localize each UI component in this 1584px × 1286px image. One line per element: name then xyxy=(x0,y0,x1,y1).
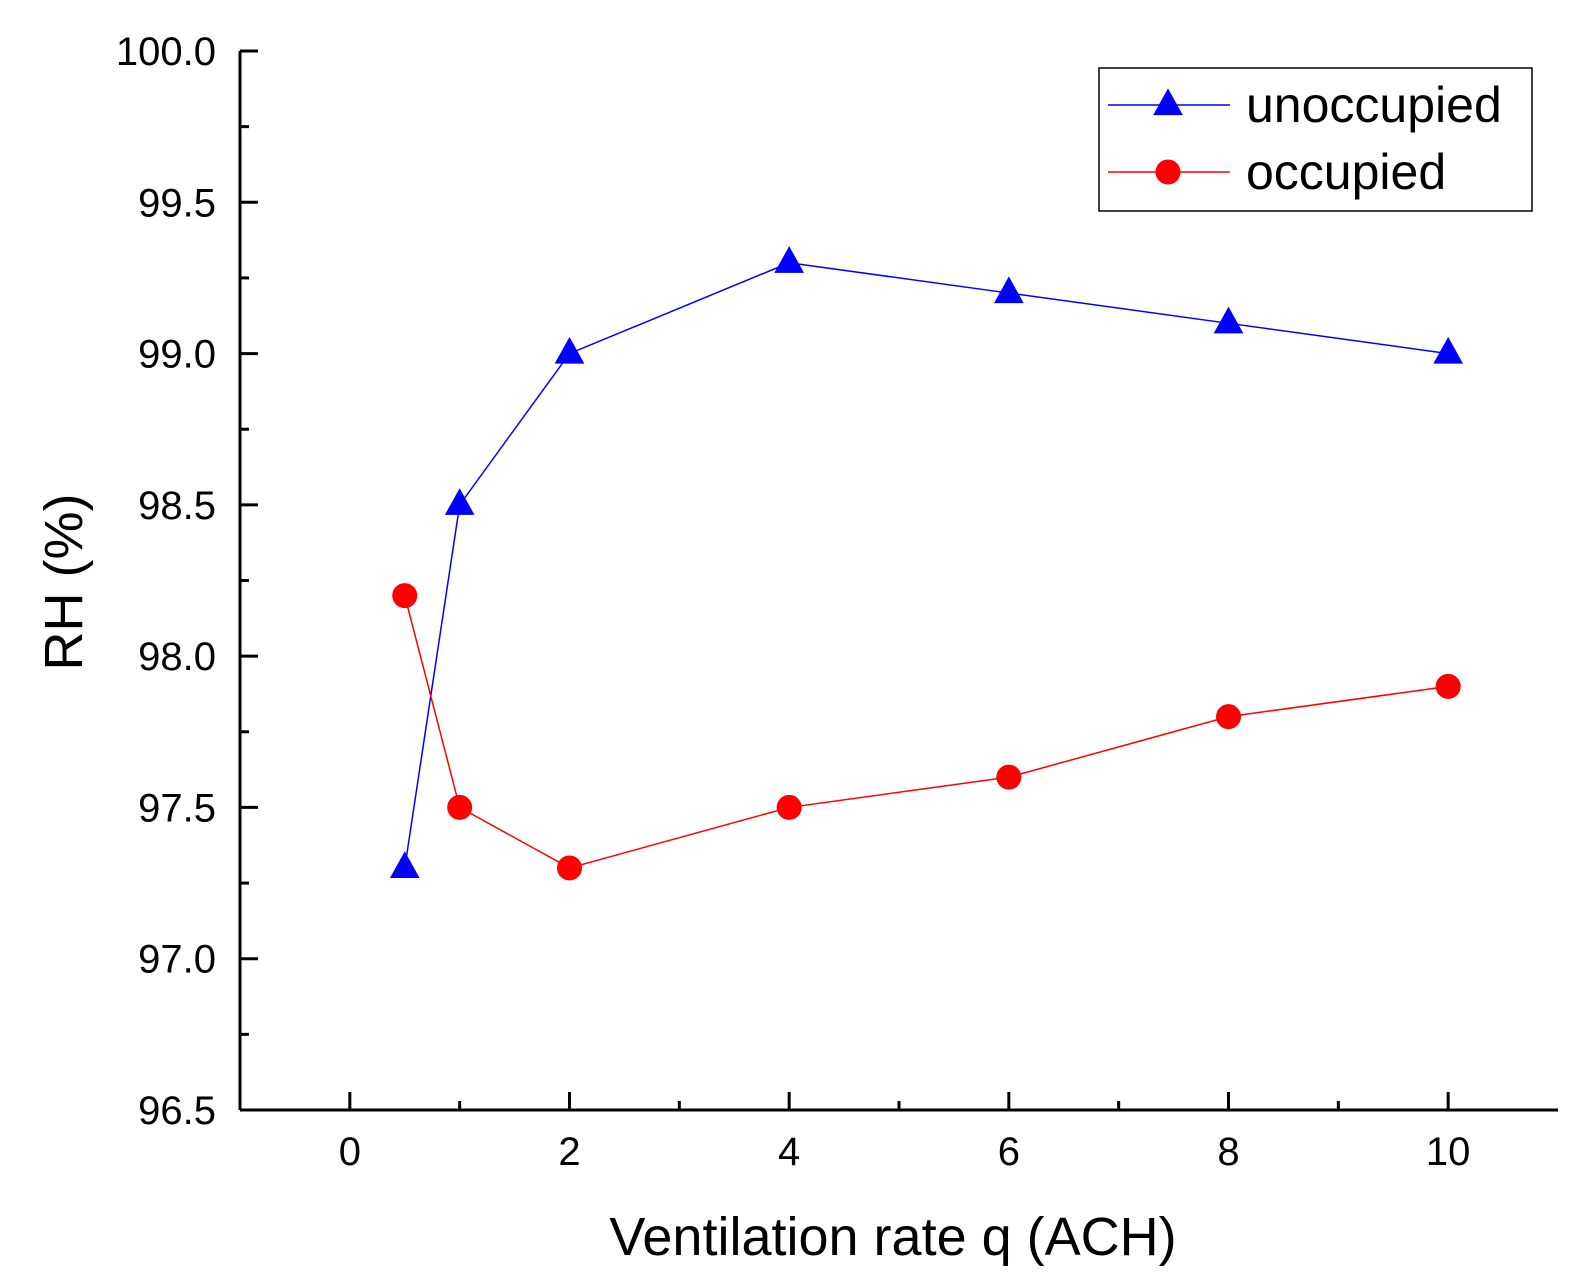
legend-label-occupied: occupied xyxy=(1246,144,1446,200)
y-tick-label: 100.0 xyxy=(116,30,216,74)
data-point-unoccupied xyxy=(389,851,420,879)
legend-marker-unoccupied xyxy=(1153,88,1183,116)
x-axis-title: Ventilation rate q (ACH) xyxy=(609,1207,1176,1267)
series-unoccupied xyxy=(389,246,1464,879)
y-tick-label: 98.5 xyxy=(138,484,216,528)
legend-label-unoccupied: unoccupied xyxy=(1246,77,1502,133)
data-point-occupied xyxy=(447,794,473,820)
data-point-occupied xyxy=(996,764,1022,790)
data-point-occupied xyxy=(1435,673,1461,699)
y-tick-label: 98.0 xyxy=(138,635,216,679)
series-occupied xyxy=(392,583,1461,881)
data-point-occupied xyxy=(392,583,418,609)
series-layer xyxy=(389,246,1464,881)
data-point-occupied xyxy=(776,794,802,820)
data-point-unoccupied xyxy=(993,276,1024,304)
legend-entry-unoccupied: unoccupied xyxy=(1108,77,1502,133)
data-point-unoccupied xyxy=(444,488,475,515)
y-axis-title: RH (%) xyxy=(34,494,94,671)
x-tick-label: 8 xyxy=(1217,1130,1239,1174)
data-point-unoccupied xyxy=(774,246,805,273)
y-tick-label: 97.5 xyxy=(138,786,216,830)
x-tick-label: 0 xyxy=(339,1130,361,1174)
data-point-unoccupied xyxy=(1433,336,1464,364)
data-point-occupied xyxy=(557,855,582,881)
legend-marker-occupied xyxy=(1155,159,1181,185)
data-point-unoccupied xyxy=(1213,306,1244,334)
series-line-occupied xyxy=(404,595,1449,869)
y-tick-label: 99.0 xyxy=(138,333,216,377)
legend: unoccupied occupied xyxy=(1098,67,1533,212)
x-tick-label: 10 xyxy=(1426,1130,1471,1174)
x-tick-label: 2 xyxy=(558,1130,580,1174)
y-tick-label: 97.0 xyxy=(138,938,216,982)
axes-layer: 0 2 4 6 8 10 96.5 97.0 97.5 98.0 98.5 99.0 99.5 100.0 xyxy=(116,30,1558,1174)
data-point-unoccupied xyxy=(554,336,585,364)
y-tick-label: 99.5 xyxy=(138,181,216,225)
data-point-occupied xyxy=(1216,704,1241,730)
y-tick-label: 96.5 xyxy=(138,1089,216,1133)
legend-box xyxy=(1098,67,1533,212)
x-tick-label: 4 xyxy=(778,1130,800,1174)
x-tick-label: 6 xyxy=(998,1130,1020,1174)
legend-entry-occupied: occupied xyxy=(1108,144,1446,200)
